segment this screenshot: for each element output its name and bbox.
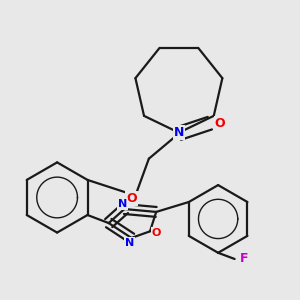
Text: N: N <box>174 126 184 139</box>
Text: O: O <box>215 117 226 130</box>
Text: N: N <box>125 238 134 248</box>
Text: O: O <box>126 192 136 205</box>
Text: N: N <box>118 199 127 209</box>
Text: F: F <box>239 253 248 266</box>
Text: O: O <box>152 228 161 239</box>
